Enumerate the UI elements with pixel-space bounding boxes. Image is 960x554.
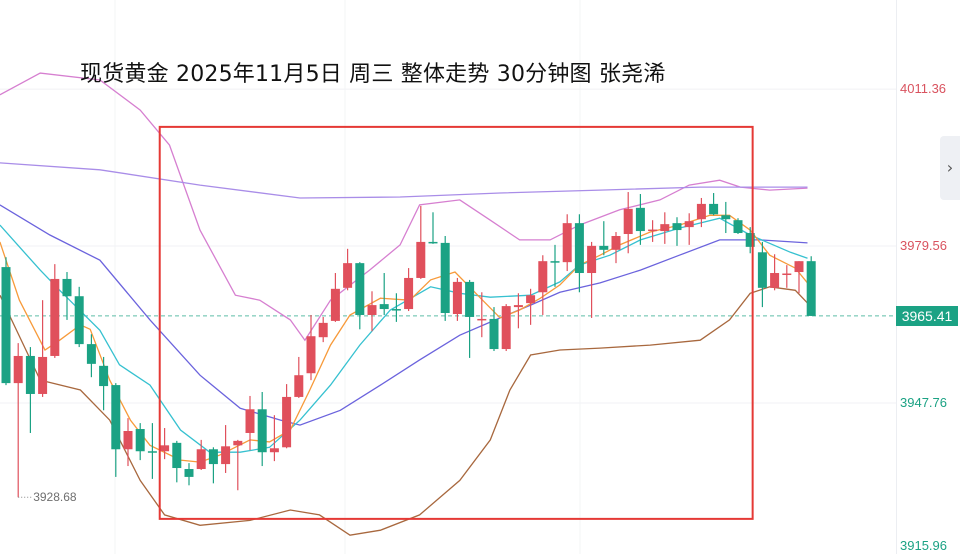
candle-down	[74, 296, 84, 345]
candle-up	[123, 431, 133, 450]
candle-up	[660, 224, 670, 232]
candle-up	[770, 273, 780, 288]
expand-panel-button[interactable]: ›	[940, 136, 960, 200]
candle-down	[465, 281, 475, 317]
candle-up	[282, 396, 292, 448]
y-tick-label: 3947.76	[900, 395, 947, 411]
candle-up	[294, 375, 304, 397]
chevron-right-icon: ›	[946, 158, 954, 177]
candle-up	[794, 261, 804, 273]
candle-up	[501, 306, 511, 350]
candle-down	[599, 245, 609, 250]
candle-down	[25, 355, 35, 394]
candle-down	[379, 304, 389, 310]
candle-up	[404, 277, 414, 310]
candle-down	[86, 344, 96, 364]
candle-up	[50, 278, 60, 356]
candle-down	[806, 261, 816, 316]
candle-up	[648, 229, 658, 232]
candle-down	[733, 220, 743, 234]
chart-title: 现货黄金 2025年11月5日 周三 整体走势 30分钟图 张尧浠	[80, 62, 666, 87]
y-tick-label: 4011.36	[900, 81, 947, 97]
candle-up	[318, 322, 328, 338]
price-axis-border	[896, 0, 897, 554]
candle-up	[623, 208, 633, 235]
candle-down	[745, 233, 755, 247]
candle-up	[477, 318, 487, 321]
candle-up	[330, 288, 340, 321]
candle-up	[696, 203, 706, 220]
lower-band-line	[0, 286, 808, 536]
candle-up	[562, 223, 572, 263]
candle-up	[245, 409, 255, 433]
candle-up	[782, 273, 792, 276]
candle-down	[1, 267, 11, 384]
candle-down	[147, 451, 157, 453]
candle-down	[428, 241, 438, 244]
candle-down	[111, 385, 121, 450]
candle-up	[513, 305, 523, 308]
candle-down	[172, 442, 182, 469]
y-tick-label: 3915.96	[900, 538, 947, 553]
candle-down	[184, 469, 194, 477]
candle-up	[526, 295, 536, 304]
candle-down	[721, 215, 731, 220]
y-tick-label: 3979.56	[900, 238, 947, 254]
candle-up	[611, 235, 621, 250]
candle-up	[38, 356, 48, 394]
candle-up	[13, 355, 23, 384]
candle-up	[684, 221, 694, 228]
candle-up	[306, 336, 316, 374]
candle-up	[452, 281, 462, 314]
highlight-box	[158, 125, 754, 520]
candle-down	[391, 309, 401, 311]
candle-up	[160, 445, 170, 452]
candle-up	[587, 245, 597, 274]
candle-down	[489, 318, 499, 350]
candle-down	[208, 449, 218, 465]
low-price-marker: 3928.68	[33, 490, 77, 505]
candle-down	[440, 242, 450, 314]
candle-down	[709, 203, 719, 215]
candle-up	[343, 263, 353, 288]
candle-down	[574, 223, 584, 274]
candle-up	[233, 440, 243, 446]
candle-down	[257, 409, 267, 453]
candle-down	[62, 278, 72, 297]
candle-up	[538, 261, 548, 293]
candle-down	[635, 207, 645, 232]
candle-up	[221, 446, 231, 465]
last-price-label: 3965.41	[896, 305, 958, 326]
ma-mid-line	[0, 217, 808, 453]
candle-up	[416, 241, 426, 278]
candle-down	[757, 252, 767, 288]
candle-down	[672, 223, 682, 231]
ma-slow-line	[0, 204, 808, 426]
candle-up	[367, 305, 377, 315]
candle-down	[99, 365, 109, 387]
candle-down	[355, 263, 365, 315]
candle-down	[135, 429, 145, 452]
candle-up	[269, 448, 279, 453]
candle-up	[196, 449, 206, 470]
ma-long-line	[0, 162, 808, 199]
candle-down	[550, 261, 560, 263]
